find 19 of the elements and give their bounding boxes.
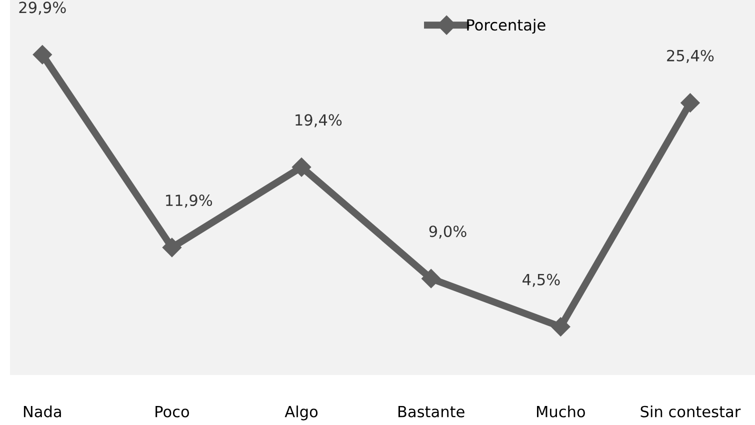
legend-label: Porcentaje (467, 18, 546, 34)
data-label: 11,9% (166, 194, 212, 208)
data-label: 9,0% (429, 226, 466, 239)
x-tick-label: Sin contestar (640, 406, 741, 418)
data-label: 29,9% (19, 2, 66, 15)
point (162, 238, 182, 258)
data-label: 25,4% (667, 50, 714, 63)
point (422, 269, 441, 288)
x-tick-label: Algo (284, 406, 318, 420)
data-label: 4,5% (522, 274, 560, 287)
point (680, 93, 700, 112)
x-tick-label: Bastante (398, 406, 464, 418)
point (32, 45, 52, 64)
x-tick-label: Nada (24, 406, 61, 418)
x-tick-label: Mucho (537, 406, 585, 418)
x-tick-label: Poco (156, 406, 189, 418)
point (292, 158, 312, 177)
point (551, 317, 570, 336)
data-label: 19,4% (296, 114, 342, 128)
